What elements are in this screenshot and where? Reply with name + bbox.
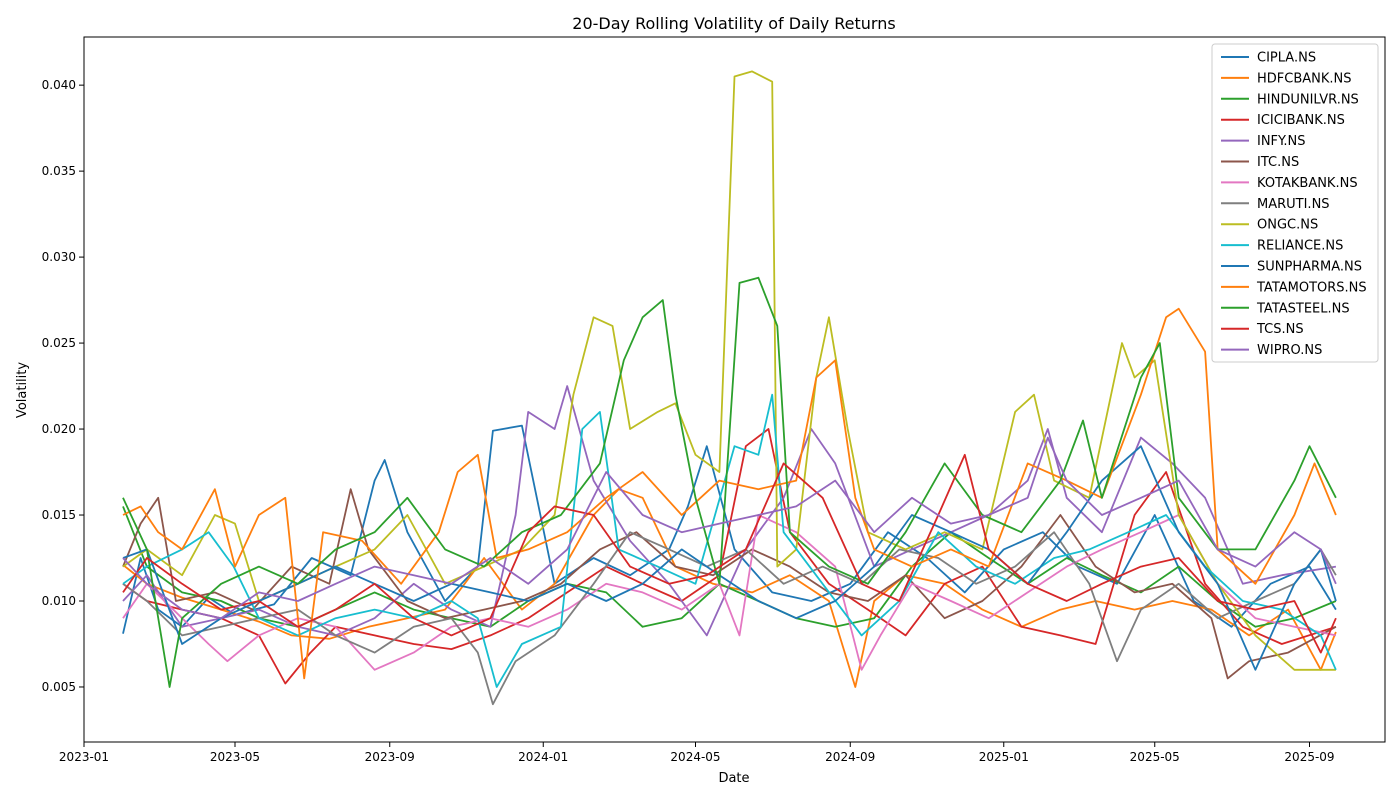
x-tick-label: 2025-05: [1130, 750, 1180, 764]
x-tick-label: 2023-01: [59, 750, 109, 764]
x-tick-label: 2025-01: [979, 750, 1029, 764]
series-line-tatasteel-ns: [122, 276, 1337, 688]
legend-entry-label: ONGC.NS: [1257, 218, 1318, 233]
legend-entry-label: WIPRO.NS: [1257, 343, 1322, 358]
legend-entry-label: CIPLA.NS: [1257, 51, 1316, 66]
x-tick-label: 2023-05: [210, 750, 260, 764]
legend-entry-label: TCS.NS: [1256, 322, 1304, 337]
x-axis: 2023-01 2023-05 2023-09 2024-01 2024-05 2024-…: [59, 742, 1335, 764]
x-tick-label: 2023-09: [365, 750, 415, 764]
chart-title: 20-Day Rolling Volatility of Daily Retur…: [572, 14, 895, 33]
legend-entry-label: TATAMOTORS.NS: [1256, 280, 1367, 295]
legend-entry-label: HDFCBANK.NS: [1257, 71, 1352, 86]
y-tick-label: 0.020: [42, 422, 76, 436]
x-tick-label: 2025-09: [1284, 750, 1334, 764]
legend-box: [1211, 43, 1379, 363]
series-line-itc-ns: [122, 488, 1337, 680]
x-tick-label: 2024-05: [670, 750, 720, 764]
y-axis: 0.005 0.010 0.015 0.020 0.025 0.030 0.035 0.040: [42, 78, 84, 694]
legend-entry-label: MARUTI.NS: [1257, 197, 1330, 212]
legend-entry-label: TATASTEEL.NS: [1256, 301, 1350, 316]
x-tick-label: 2024-09: [825, 750, 875, 764]
y-tick-label: 0.005: [42, 680, 76, 694]
y-tick-label: 0.025: [42, 336, 76, 350]
legend-entry-label: HINDUNILVR.NS: [1257, 92, 1359, 107]
y-tick-label: 0.010: [42, 594, 76, 608]
y-tick-label: 0.015: [42, 508, 76, 522]
legend-entry-label: ICICIBANK.NS: [1257, 113, 1345, 128]
legend-entry-label: INFY.NS: [1257, 134, 1305, 149]
series-line-tcs-ns: [122, 453, 1337, 654]
y-tick-label: 0.030: [42, 250, 76, 264]
legend-entry-label: KOTAKBANK.NS: [1257, 176, 1358, 191]
series-line-kotakbank-ns: [122, 514, 1337, 671]
x-axis-label: Date: [718, 771, 749, 786]
y-tick-label: 0.035: [42, 164, 76, 178]
plot-area: [122, 70, 1337, 706]
series-line-maruti-ns: [122, 531, 1337, 706]
y-axis-label: Volatility: [15, 362, 30, 418]
series-line-tatamotors-ns: [122, 307, 1337, 680]
legend: CIPLA.NS HDFCBANK.NS HINDUNILVR.NS ICICIBAN…: [1211, 43, 1379, 363]
axes-frame: [83, 36, 1386, 743]
series-line-ongc-ns: [122, 70, 1336, 671]
series-line-wipro-ns: [122, 436, 1337, 620]
y-tick-label: 0.040: [42, 78, 76, 92]
series-line-hdfcbank-ns: [122, 488, 1337, 688]
legend-entry-label: RELIANCE.NS: [1257, 239, 1343, 254]
x-tick-label: 2024-01: [518, 750, 568, 764]
legend-entry-label: SUNPHARMA.NS: [1257, 260, 1362, 275]
legend-entry-label: ITC.NS: [1257, 155, 1299, 170]
